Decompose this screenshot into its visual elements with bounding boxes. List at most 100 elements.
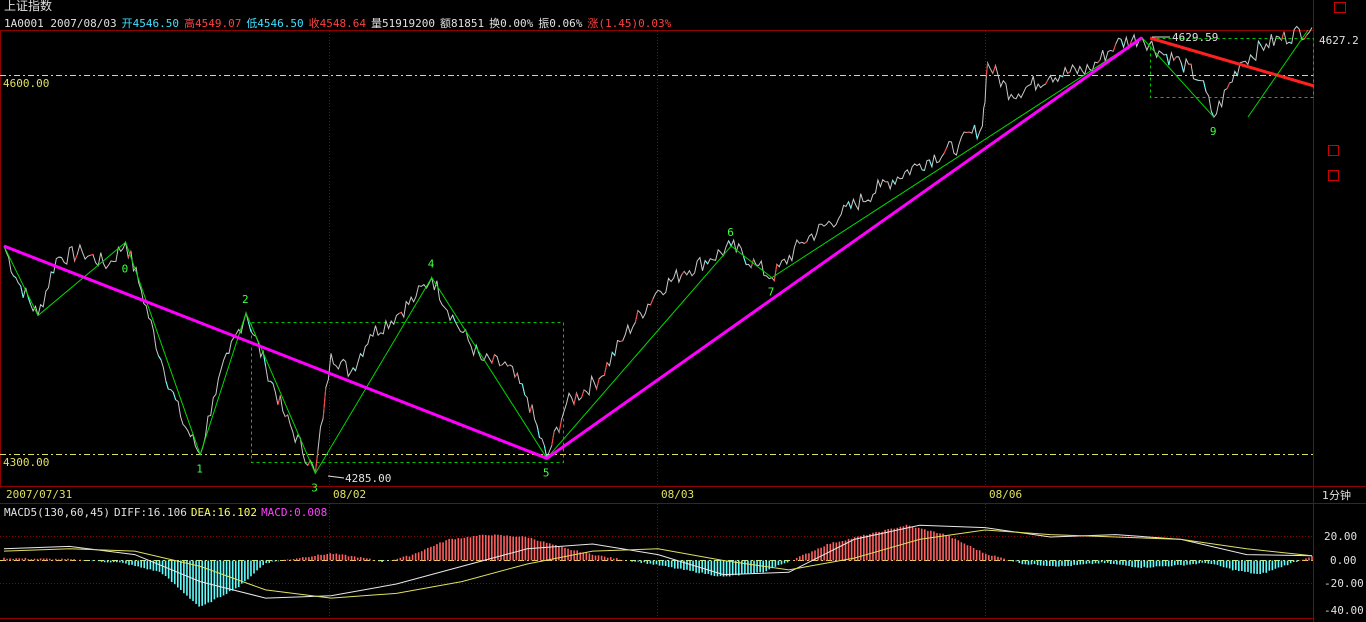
price-tick — [704, 260, 709, 265]
quote-info-bar: 1A0001 2007/08/03 开4546.50 高4549.07 低4546.5… — [4, 17, 676, 30]
price-tick — [1067, 71, 1071, 74]
y-label-4600: 4600.00 — [3, 77, 49, 90]
resistance-line — [1149, 36, 1315, 88]
code-date: 1A0001 2007/08/03 — [4, 17, 117, 30]
price-ticks — [13, 31, 1308, 474]
price-tick — [1045, 79, 1049, 85]
high-value: 高4549.07 — [183, 17, 242, 30]
close-value: 收4548.64 — [308, 17, 367, 30]
price-tick — [322, 387, 327, 419]
price-tick — [165, 381, 169, 390]
x-label-0731: 2007/07/31 — [6, 488, 72, 501]
macd-y-20: 20.00 — [1324, 530, 1357, 543]
volume-value: 量51919200 — [371, 17, 436, 30]
price-tick — [603, 362, 608, 376]
diff-line — [3, 524, 1313, 599]
index-title: 上证指数 — [4, 0, 53, 13]
price-tick — [277, 395, 281, 406]
price-tick — [728, 240, 732, 247]
price-tick — [1303, 34, 1308, 40]
price-tick — [360, 353, 364, 357]
wave-label: 5 — [543, 466, 550, 479]
price-tick — [529, 404, 533, 413]
price-tick — [314, 450, 319, 474]
current-price-label: 4627.2 — [1319, 34, 1359, 47]
open-value: 开4546.50 — [121, 17, 179, 30]
price-tick — [284, 414, 289, 418]
x-label-0806: 08/06 — [989, 488, 1022, 501]
low-pointer — [327, 475, 345, 479]
wave-label: 9 — [1210, 125, 1217, 138]
price-tick — [536, 425, 540, 438]
trend-line — [3, 36, 1143, 460]
price-tick — [13, 275, 17, 279]
consolidation-box-1 — [251, 322, 564, 463]
dea-line — [3, 529, 1313, 599]
price-tick — [58, 256, 62, 259]
time-unit-button[interactable]: 1分钟 — [1322, 489, 1351, 502]
price-tick — [1226, 82, 1231, 89]
price-tick — [634, 310, 639, 323]
price-tick — [1288, 41, 1292, 44]
price-tick — [1120, 39, 1125, 48]
price-tick — [928, 159, 933, 167]
price-tick — [452, 314, 456, 323]
side-buttons — [1328, 145, 1339, 195]
wave-line — [3, 36, 1215, 475]
wave-label: 0 — [122, 262, 129, 275]
price-tick — [1173, 56, 1177, 61]
price-tick — [985, 62, 989, 77]
price-tick — [1112, 43, 1117, 52]
price-tick — [573, 392, 577, 405]
price-tick — [270, 380, 274, 384]
price-tick — [398, 311, 402, 314]
wave-label: 7 — [768, 286, 775, 299]
price-tick — [1059, 75, 1063, 78]
price-tick — [681, 271, 685, 276]
side-button-1[interactable] — [1328, 145, 1339, 156]
macd-y-m20: -20.00 — [1324, 577, 1364, 590]
turnover-value: 换0.00% — [489, 17, 534, 30]
diff-value: DIFF:16.106 — [113, 506, 187, 519]
price-tick — [773, 264, 778, 281]
price-tick — [1257, 40, 1262, 46]
price-tick — [507, 364, 511, 367]
price-tick — [649, 298, 654, 306]
wave-label: 2 — [242, 293, 249, 306]
price-tick — [172, 391, 177, 400]
window-button[interactable] — [1334, 2, 1346, 13]
price-tick — [943, 147, 948, 154]
price-tick — [848, 201, 852, 209]
side-button-2[interactable] — [1328, 170, 1339, 181]
price-tick — [992, 65, 996, 74]
price-tick — [543, 445, 548, 459]
price-tick — [90, 253, 94, 256]
macd-info-bar: MACD5(130,60,45) DIFF:16.106 DEA:16.102 MAC… — [4, 506, 331, 519]
change-value: 涨(1.45)0.03% — [587, 17, 672, 30]
price-tick — [50, 271, 54, 274]
price-tick — [750, 259, 755, 268]
consolidation-box-2 — [1150, 38, 1314, 98]
macd-y-0: 0.00 — [1330, 554, 1357, 567]
price-tick — [619, 340, 623, 343]
high-price-label: 4629.59 — [1172, 31, 1218, 44]
y-label-4300: 4300.00 — [3, 456, 49, 469]
amplitude-value: 振0.06% — [538, 17, 583, 30]
low-value: 低4546.50 — [246, 17, 304, 30]
price-tick — [1250, 54, 1254, 59]
wave-label: 3 — [311, 481, 318, 494]
wave-label: 6 — [727, 226, 734, 239]
price-tick — [1234, 71, 1238, 76]
price-tick — [158, 355, 162, 361]
wave-label: 4 — [428, 258, 435, 271]
price-tick — [558, 419, 563, 433]
price-tick — [581, 389, 585, 398]
price-tick — [596, 378, 600, 389]
macd-name: MACD5(130,60,45) — [4, 506, 110, 519]
price-tick — [611, 352, 616, 356]
x-label-0803: 08/03 — [661, 488, 694, 501]
price-tick — [20, 285, 24, 298]
price-tick — [743, 256, 747, 265]
amount-value: 额81851 — [440, 17, 485, 30]
